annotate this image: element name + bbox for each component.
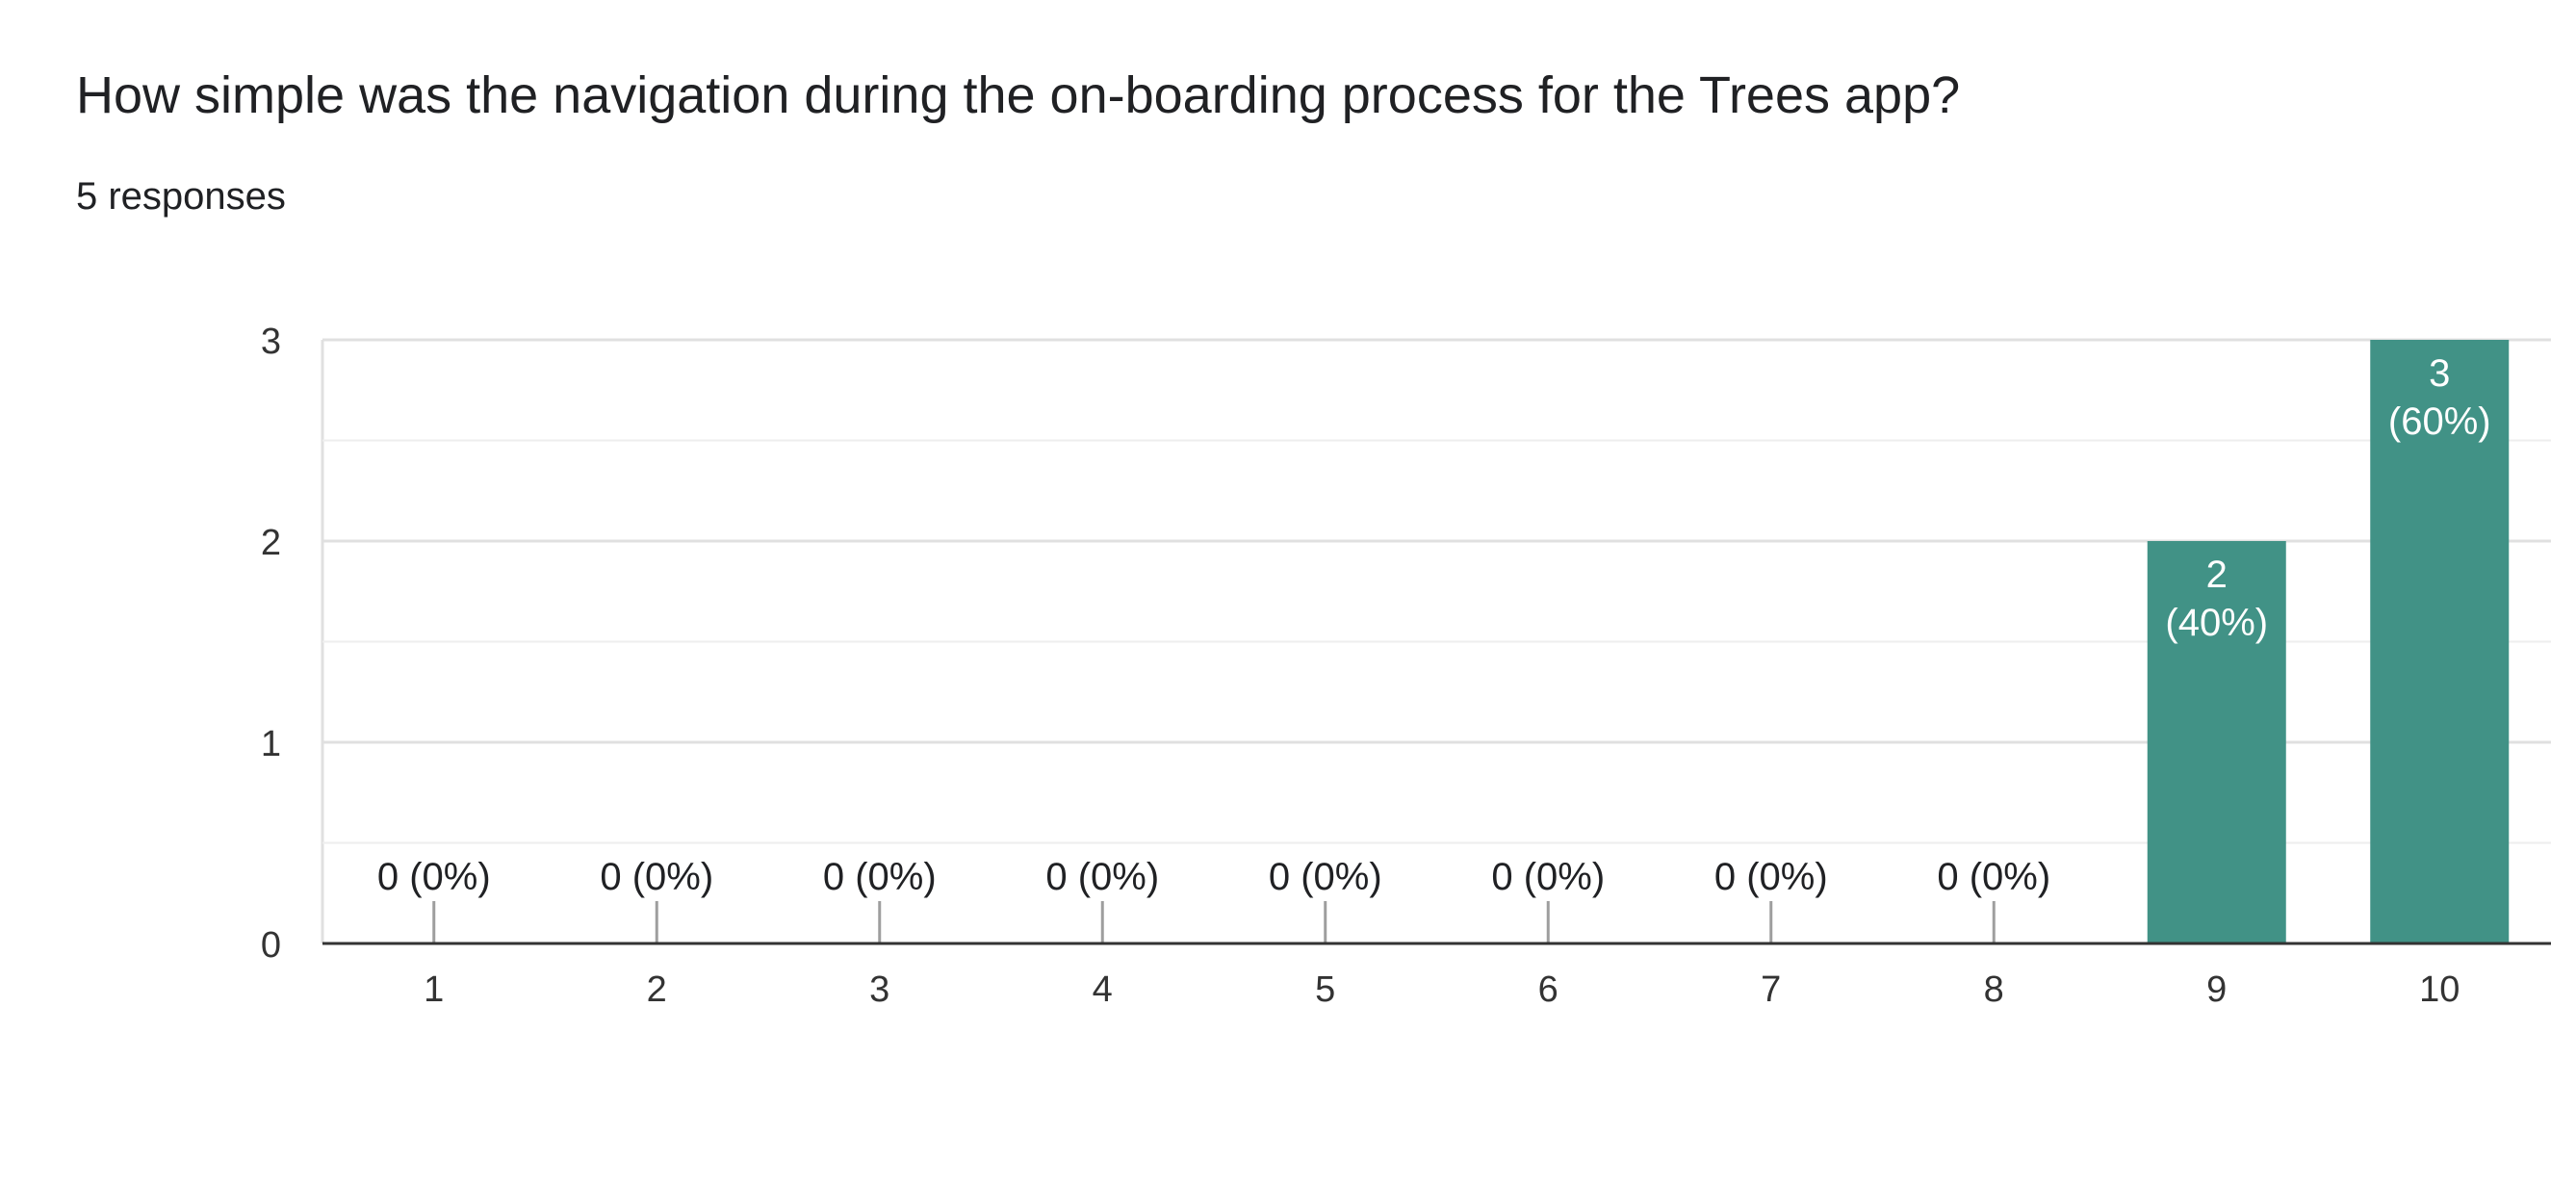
data-label-5: 0 (0%) <box>1269 856 1382 898</box>
question-title: How simple was the navigation during the… <box>76 66 1961 124</box>
y-tick-label-3: 3 <box>261 322 281 362</box>
data-label-percent-9: (40%) <box>2165 602 2268 644</box>
axes: 0 1 2 3 1 2 3 4 5 6 7 8 9 10 <box>261 322 2551 1010</box>
x-tick-label-1: 1 <box>424 969 444 1010</box>
x-tick-label-7: 7 <box>1761 969 1781 1010</box>
data-labels: 0 (0%) 0 (0%) 0 (0%) 0 (0%) 0 (0%) 0 (0%) 0 (0… <box>377 352 2491 898</box>
data-label-count-10: 3 <box>2429 352 2450 395</box>
data-label-3: 0 (0%) <box>823 856 937 898</box>
x-tick-label-2: 2 <box>647 969 667 1010</box>
x-tick-label-9: 9 <box>2206 969 2227 1010</box>
y-tick-label-0: 0 <box>261 925 281 966</box>
response-count: 5 responses <box>76 175 286 218</box>
bars <box>432 340 2510 943</box>
data-label-7: 0 (0%) <box>1714 856 1828 898</box>
x-tick-label-3: 3 <box>869 969 889 1010</box>
data-label-4: 0 (0%) <box>1045 856 1159 898</box>
bar-10 <box>2370 340 2510 943</box>
bar-9 <box>2147 541 2286 943</box>
data-label-percent-10: (60%) <box>2388 400 2491 443</box>
x-tick-label-5: 5 <box>1315 969 1335 1010</box>
x-tick-label-4: 4 <box>1093 969 1113 1010</box>
data-label-count-9: 2 <box>2206 554 2228 596</box>
x-tick-label-6: 6 <box>1538 969 1558 1010</box>
x-tick-label-8: 8 <box>1984 969 2004 1010</box>
data-label-6: 0 (0%) <box>1491 856 1605 898</box>
data-label-1: 0 (0%) <box>377 856 491 898</box>
data-label-8: 0 (0%) <box>1937 856 2050 898</box>
x-tick-label-10: 10 <box>2419 969 2460 1010</box>
y-tick-label-2: 2 <box>261 523 281 563</box>
data-label-2: 0 (0%) <box>600 856 713 898</box>
y-tick-label-1: 1 <box>261 724 281 764</box>
